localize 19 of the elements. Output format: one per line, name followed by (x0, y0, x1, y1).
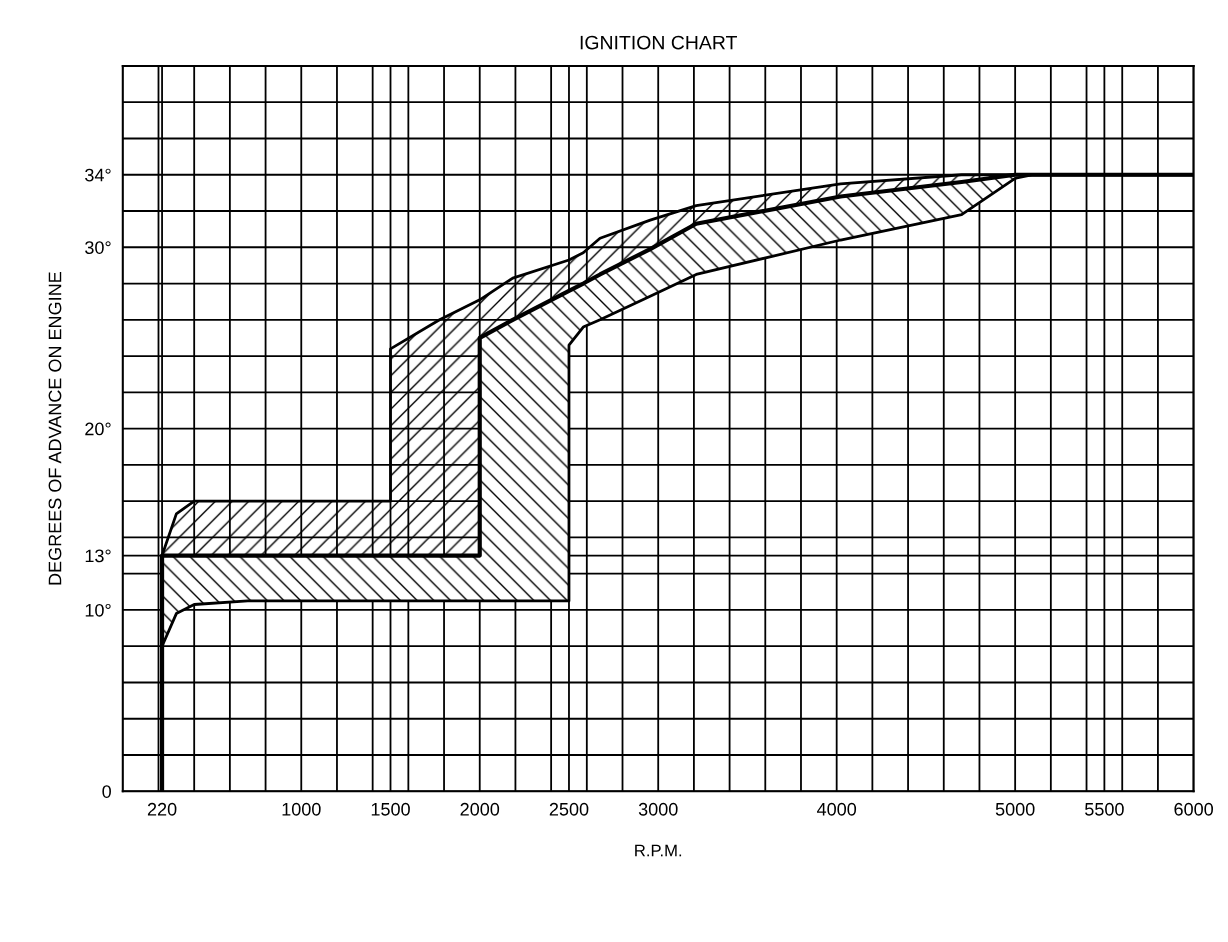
x-tick-label: 2500 (549, 802, 589, 816)
y-tick-label: 30° (85, 241, 111, 254)
x-tick-label: 4000 (817, 802, 857, 816)
x-tick-label: 5000 (995, 802, 1035, 816)
y-tick-label: 10° (85, 603, 111, 617)
x-tick-label: 1000 (282, 802, 321, 816)
y-tick-label: 20° (85, 422, 111, 436)
x-axis-title: R.P.M. (635, 844, 682, 857)
x-tick-label: 1500 (371, 802, 410, 816)
y-tick-label: 13° (85, 549, 111, 563)
y-tick-label: 34° (85, 168, 111, 182)
x-tick-label: 3000 (638, 802, 678, 816)
x-tick-label: 2000 (460, 802, 500, 816)
x-tick-label: 5500 (1085, 802, 1124, 816)
y-tick-label: 0 (102, 785, 111, 798)
x-tick-label: 6000 (1174, 802, 1213, 816)
chart-title: IGNITION CHART (580, 35, 737, 50)
x-tick-label: 220 (147, 802, 177, 816)
y-axis-title: DEGREES OF ADVANCE ON ENGINE (48, 272, 62, 585)
